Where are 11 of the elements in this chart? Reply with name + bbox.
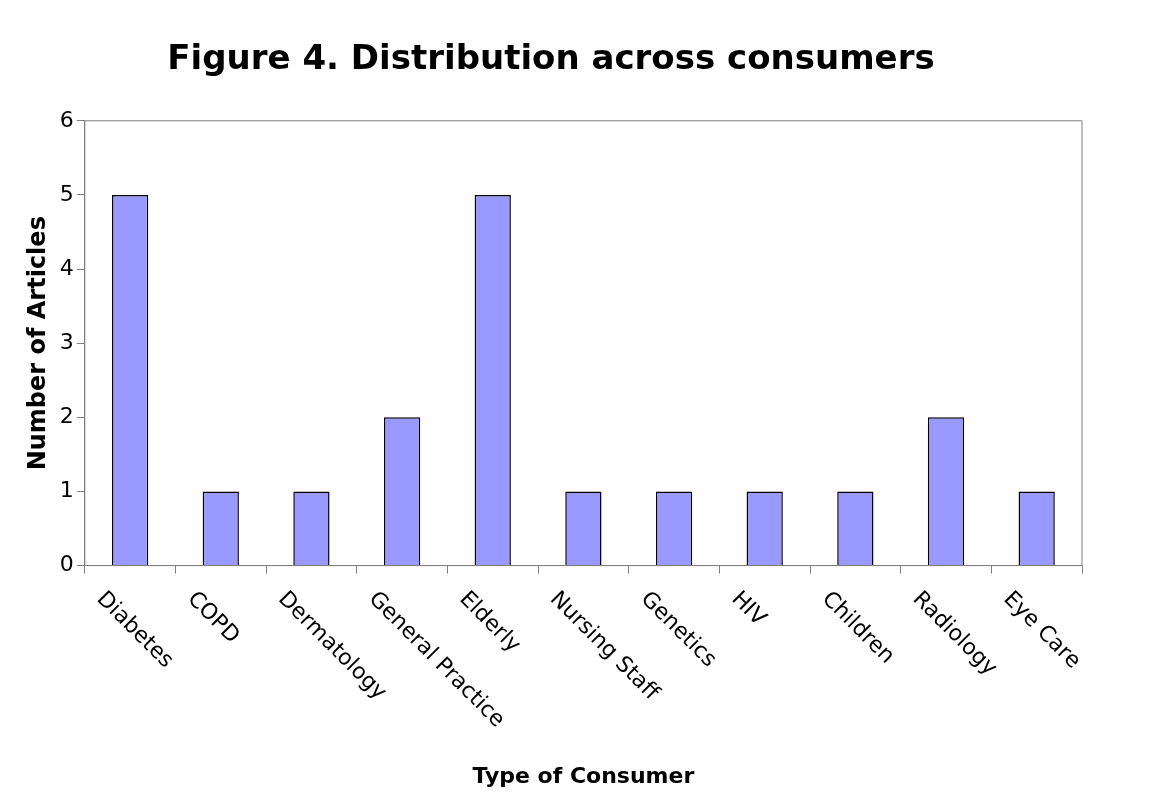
y-tick-label: 4 [59,254,74,280]
y-axis-title: Number of Articles [22,216,51,471]
x-tick-label: HIV [727,585,772,631]
y-tick-label: 6 [59,106,74,132]
y-tick-label: 1 [59,477,74,503]
y-tick-label: 2 [59,403,74,429]
y-tick-label: 0 [59,551,74,577]
y-tick-label: 5 [59,180,74,206]
x-axis-title: Type of Consumer [472,762,695,788]
y-tick-label: 3 [59,328,74,354]
chart-title: Figure 4. Distribution across consumers [167,37,935,78]
